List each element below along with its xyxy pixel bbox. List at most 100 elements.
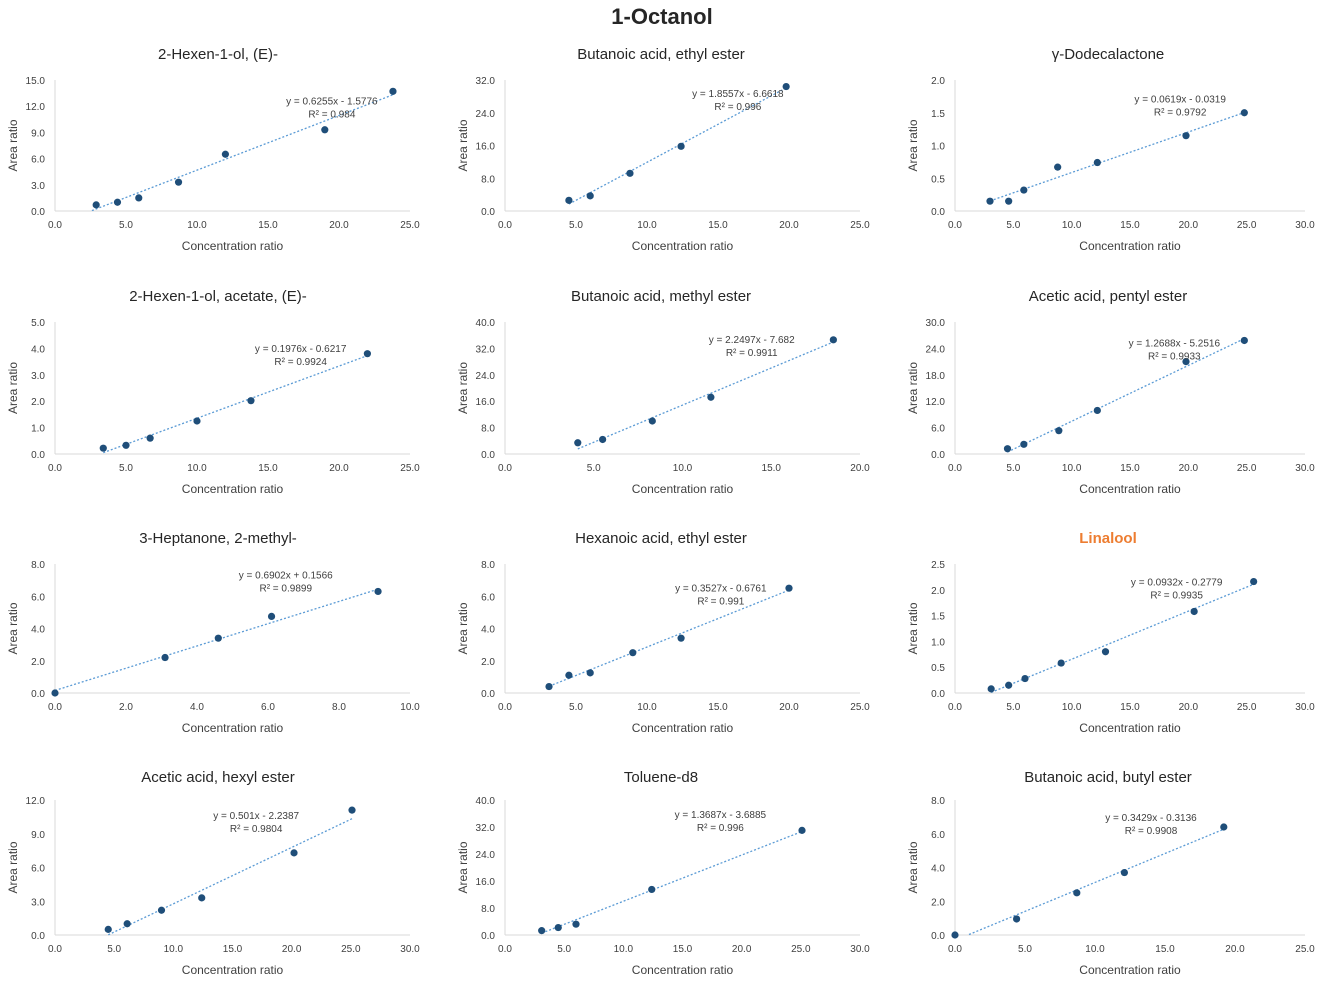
data-point bbox=[1057, 659, 1065, 667]
chart-panel: 2-Hexen-1-ol, (E)- 0.0 5.0 10.0 15.0 20.0 25.0… bbox=[6, 46, 420, 253]
trendline-equation: y = 0.0619x - 0.0319 bbox=[1134, 94, 1226, 105]
data-point bbox=[214, 634, 222, 642]
data-point bbox=[586, 669, 594, 677]
x-tick-label: 0.0 bbox=[48, 463, 62, 474]
chart-panel: Hexanoic acid, ethyl ester 0.0 5.0 10.0 15.0… bbox=[456, 530, 870, 735]
data-point bbox=[554, 923, 562, 932]
data-point bbox=[389, 87, 397, 95]
r-squared-label: R² = 0.9908 bbox=[1125, 826, 1178, 837]
data-point bbox=[565, 671, 573, 679]
x-tick-label: 15.0 bbox=[1120, 702, 1140, 713]
data-point bbox=[146, 434, 154, 442]
y-tick-label: 2.0 bbox=[31, 397, 45, 408]
y-tick-label: 3.0 bbox=[31, 371, 45, 382]
data-point bbox=[374, 587, 382, 596]
chart-title: 2-Hexen-1-ol, acetate, (E)- bbox=[129, 288, 307, 305]
data-point bbox=[290, 849, 298, 857]
data-point bbox=[321, 126, 329, 134]
chart-panel: γ-Dodecalactone 0.0 5.0 10.0 15.0 20.0 25.0 30.… bbox=[906, 46, 1315, 253]
x-tick-label: 20.0 bbox=[329, 463, 349, 474]
y-tick-label: 18.0 bbox=[926, 371, 946, 382]
x-tick-label: 5.0 bbox=[119, 220, 133, 231]
x-tick-label: 10.0 bbox=[187, 463, 207, 474]
trendline bbox=[103, 355, 368, 454]
x-tick-label: 0.0 bbox=[948, 220, 962, 231]
y-tick-label: 0.0 bbox=[481, 689, 495, 700]
r-squared-label: R² = 0.996 bbox=[697, 823, 744, 834]
x-tick-label: 20.0 bbox=[779, 220, 799, 231]
x-tick-label: 25.0 bbox=[1295, 944, 1315, 955]
x-tick-label: 0.0 bbox=[948, 944, 962, 955]
y-tick-label: 0.0 bbox=[31, 931, 45, 942]
y-axis-label: Area ratio bbox=[906, 841, 920, 893]
data-point bbox=[986, 197, 994, 205]
trendline bbox=[968, 828, 1225, 936]
data-point bbox=[113, 198, 122, 206]
data-point bbox=[1005, 197, 1013, 205]
x-tick-label: 10.0 bbox=[164, 944, 184, 955]
y-axis-label: Area ratio bbox=[456, 841, 470, 893]
y-tick-label: 9.0 bbox=[31, 128, 45, 139]
y-tick-label: 16.0 bbox=[476, 877, 496, 888]
data-point bbox=[1093, 158, 1101, 167]
y-tick-label: 6.0 bbox=[31, 864, 45, 875]
x-tick-label: 25.0 bbox=[400, 463, 420, 474]
x-tick-label: 5.0 bbox=[107, 944, 121, 955]
data-point bbox=[1020, 186, 1028, 194]
y-tick-label: 12.0 bbox=[26, 796, 46, 807]
trendline-equation: y = 0.6255x - 1.5776 bbox=[286, 96, 378, 107]
r-squared-label: R² = 0.9899 bbox=[259, 584, 312, 595]
y-tick-label: 24.0 bbox=[476, 850, 496, 861]
data-point bbox=[1250, 577, 1258, 586]
x-tick-label: 20.0 bbox=[1225, 944, 1245, 955]
y-axis-label: Area ratio bbox=[6, 602, 20, 654]
trendline-equation: y = 2.2497x - 7.682 bbox=[709, 335, 795, 346]
chart-panel: Acetic acid, pentyl ester 0.0 5.0 10.0 15.0 2… bbox=[906, 288, 1315, 496]
x-axis-label: Concentration ratio bbox=[632, 721, 734, 735]
x-tick-label: 0.0 bbox=[498, 702, 512, 713]
y-tick-label: 0.5 bbox=[931, 174, 945, 185]
trendline-equation: y = 1.8557x - 6.6618 bbox=[692, 89, 784, 100]
y-tick-label: 8.0 bbox=[481, 174, 495, 185]
y-tick-label: 0.0 bbox=[31, 207, 45, 218]
data-point bbox=[1240, 336, 1248, 345]
y-tick-label: 3.0 bbox=[31, 181, 45, 192]
y-tick-label: 1.5 bbox=[931, 109, 945, 120]
y-tick-label: 0.0 bbox=[931, 450, 945, 461]
y-tick-label: 0.0 bbox=[481, 207, 495, 218]
chart-panel: Butanoic acid, ethyl ester 0.0 5.0 10.0 15.0… bbox=[456, 46, 870, 253]
data-point bbox=[782, 82, 790, 91]
data-point bbox=[221, 150, 229, 158]
x-tick-label: 10.0 bbox=[1062, 702, 1082, 713]
x-tick-label: 25.0 bbox=[1237, 220, 1257, 231]
chart-panel: 2-Hexen-1-ol, acetate, (E)- 0.0 5.0 10.0 15.… bbox=[6, 288, 420, 496]
r-squared-label: R² = 0.9911 bbox=[726, 348, 778, 359]
chart-title: Linalool bbox=[1079, 530, 1137, 547]
y-tick-label: 24.0 bbox=[476, 371, 496, 382]
x-tick-label: 30.0 bbox=[400, 944, 420, 955]
trendline bbox=[541, 830, 803, 934]
y-tick-label: 4.0 bbox=[931, 864, 945, 875]
trendline bbox=[107, 818, 353, 936]
r-squared-label: R² = 0.9792 bbox=[1154, 107, 1207, 118]
data-point bbox=[198, 894, 206, 902]
data-point bbox=[99, 444, 107, 452]
x-tick-label: 25.0 bbox=[850, 220, 870, 231]
chart-title: γ-Dodecalactone bbox=[1052, 46, 1165, 63]
y-tick-label: 9.0 bbox=[31, 830, 45, 841]
x-tick-label: 25.0 bbox=[850, 702, 870, 713]
chart-title: Acetic acid, pentyl ester bbox=[1029, 288, 1187, 305]
y-tick-label: 32.0 bbox=[476, 823, 496, 834]
y-tick-label: 2.5 bbox=[931, 560, 945, 571]
y-tick-label: 12.0 bbox=[926, 397, 946, 408]
x-tick-label: 25.0 bbox=[1237, 702, 1257, 713]
data-point bbox=[572, 920, 580, 928]
data-point bbox=[247, 397, 255, 405]
y-axis-label: Area ratio bbox=[6, 119, 20, 171]
data-point bbox=[677, 634, 685, 642]
x-axis-label: Concentration ratio bbox=[1079, 721, 1181, 735]
x-axis-label: Concentration ratio bbox=[182, 721, 284, 735]
y-tick-label: 6.0 bbox=[481, 592, 495, 603]
chart-title: Acetic acid, hexyl ester bbox=[141, 769, 294, 786]
